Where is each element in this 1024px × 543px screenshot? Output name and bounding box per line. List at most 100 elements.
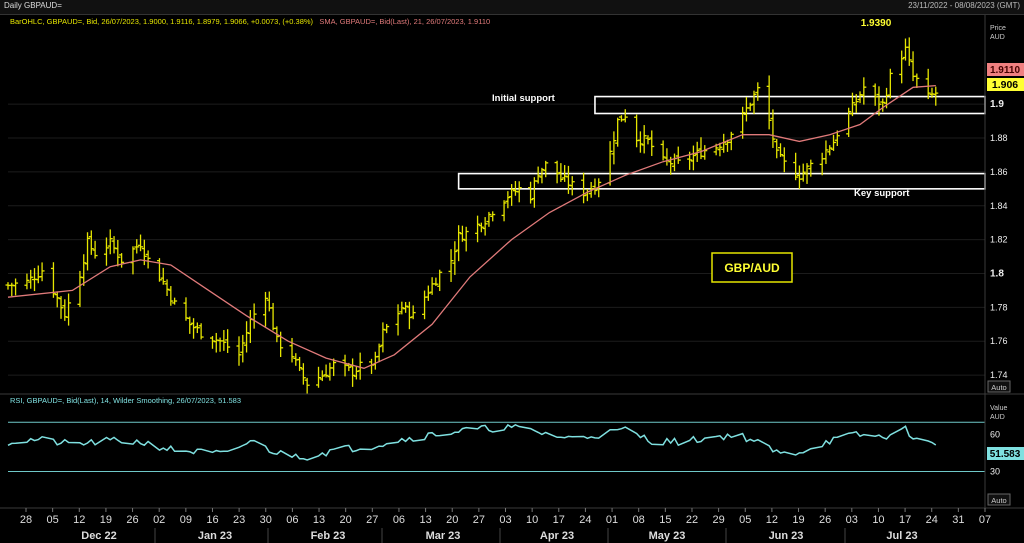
day-tick-label: 19 xyxy=(792,514,804,526)
month-label: Jan 23 xyxy=(198,530,232,542)
ohlc-bar xyxy=(263,291,269,327)
ohlc-bar xyxy=(145,250,151,269)
ohlc-bar xyxy=(66,293,72,326)
ohlc-bar xyxy=(581,172,587,204)
day-tick-label: 26 xyxy=(819,514,831,526)
ohlc-bar xyxy=(717,142,723,157)
high-annotation: 1.9390 xyxy=(861,18,892,29)
day-tick-label: 13 xyxy=(313,514,325,526)
price-tick-label: 1.84 xyxy=(990,201,1008,211)
ohlc-bar xyxy=(554,160,560,184)
ohlc-bar xyxy=(115,239,121,267)
ohlc-bar xyxy=(622,109,628,123)
ohlc-bar xyxy=(331,358,337,377)
time-axis-month-labels: Dec 22 Jan 23 Feb 23 Mar 23 Apr 23 May 23 Jun … xyxy=(81,528,918,543)
ohlc-bar xyxy=(478,222,484,233)
ohlc-bar xyxy=(39,262,45,282)
last-price-tag xyxy=(987,78,1024,91)
ohlc-bar xyxy=(85,232,91,271)
price-auto-button[interactable] xyxy=(987,380,1011,393)
ohlc-bar xyxy=(304,377,310,395)
ohlc-bar xyxy=(694,141,700,162)
ohlc-bar xyxy=(823,140,829,165)
sma-21-line xyxy=(7,84,936,369)
ohlc-bar xyxy=(194,322,200,334)
ohlc-bar xyxy=(615,117,621,147)
rsi-header: RSI, GBPAUD=, Bid(Last), 14, Wilder Smoo… xyxy=(10,396,241,405)
ohlc-bar xyxy=(221,330,227,351)
ohlc-bar xyxy=(172,297,178,305)
ohlc-bar xyxy=(198,323,204,340)
rsi-tick-label: 60 xyxy=(990,430,1000,440)
ohlc-bar xyxy=(569,176,575,196)
ohlc-bar xyxy=(751,90,757,114)
ohlc-bar xyxy=(925,68,931,100)
day-tick-label: 02 xyxy=(153,514,165,526)
ohlc-bar xyxy=(740,106,746,139)
day-tick-label: 28 xyxy=(20,514,32,526)
ohlc-header-text: BarOHLC, GBPAUD=, Bid, 26/07/2023, 1.900… xyxy=(10,17,314,26)
price-axis-unit: AUD xyxy=(990,34,1005,41)
rsi-gridlines xyxy=(8,421,985,473)
ohlc-bar xyxy=(236,336,242,366)
ohlc-bar xyxy=(899,50,905,84)
ohlc-bar xyxy=(456,225,462,262)
rsi-value-tag xyxy=(987,447,1024,460)
day-tick-label: 24 xyxy=(579,514,591,526)
rsi-value-tag-text: 51.583 xyxy=(990,449,1021,460)
ohlc-bar xyxy=(13,278,19,296)
ohlc-bar xyxy=(297,356,303,372)
ohlc-bar xyxy=(660,140,666,161)
ohlc-bar xyxy=(395,304,401,336)
day-tick-label: 20 xyxy=(340,514,352,526)
ohlc-bar xyxy=(501,200,507,222)
pair-label-box xyxy=(711,252,793,283)
ohlc-bar xyxy=(528,181,534,204)
ohlc-bar xyxy=(853,94,859,113)
ohlc-bar xyxy=(399,301,405,315)
ohlc-bar xyxy=(505,191,511,209)
ohlc-bar xyxy=(160,267,166,285)
ohlc-bar xyxy=(92,240,98,259)
price-tick-label: 1.78 xyxy=(990,302,1008,312)
ohlc-bar xyxy=(755,82,761,101)
sma-header-text: SMA, GBPAUD=, Bid(Last), 21, 26/07/2023,… xyxy=(319,17,491,26)
day-tick-label: 08 xyxy=(633,514,645,526)
ohlc-bar xyxy=(437,269,443,292)
day-tick-label: 27 xyxy=(366,514,378,526)
ohlc-bar xyxy=(535,166,541,184)
day-tick-label: 09 xyxy=(180,514,192,526)
price-axis-ticks: 1.9 1.88 1.86 1.84 1.82 1.8 1.78 1.76 1.74 xyxy=(990,99,1008,380)
day-tick-label: 27 xyxy=(473,514,485,526)
rsi-auto-button[interactable] xyxy=(987,493,1011,506)
ohlc-bar xyxy=(88,230,94,255)
ohlc-bar xyxy=(611,131,617,165)
rsi-axis-title: Value xyxy=(990,405,1007,412)
day-tick-label: 17 xyxy=(553,514,565,526)
ohlc-bar xyxy=(28,269,34,289)
ohlc-bar xyxy=(119,253,125,268)
day-tick-label: 19 xyxy=(100,514,112,526)
sma-value-tag-text: 1.9110 xyxy=(990,65,1020,76)
pair-label: GBP/AUD xyxy=(724,261,780,275)
ohlc-bar xyxy=(933,86,939,106)
day-tick-label: 01 xyxy=(606,514,618,526)
ohlc-bar xyxy=(509,184,515,206)
ohlc-bar xyxy=(459,225,465,242)
day-tick-label: 30 xyxy=(260,514,272,526)
price-tick-label: 1.82 xyxy=(990,235,1008,245)
month-label: May 23 xyxy=(649,530,686,542)
last-price-tag-text: 1.906 xyxy=(992,79,1018,91)
ohlc-bar xyxy=(452,241,458,275)
price-tick-label: 1.88 xyxy=(990,133,1008,143)
day-tick-label: 15 xyxy=(659,514,671,526)
price-tick-label: 1.8 xyxy=(990,268,1004,279)
sma-value-tag xyxy=(987,63,1024,76)
ohlc-bar xyxy=(486,211,492,227)
ohlc-bar xyxy=(191,318,197,339)
rsi-axis-unit: AUD xyxy=(990,414,1005,421)
time-axis-day-ticks: 28 05 12 19 26 02 09 16 23 30 06 13 20 27 06 13 20 27 03 10… xyxy=(20,508,991,526)
day-tick-label: 22 xyxy=(686,514,698,526)
ohlc-bar xyxy=(914,73,920,89)
